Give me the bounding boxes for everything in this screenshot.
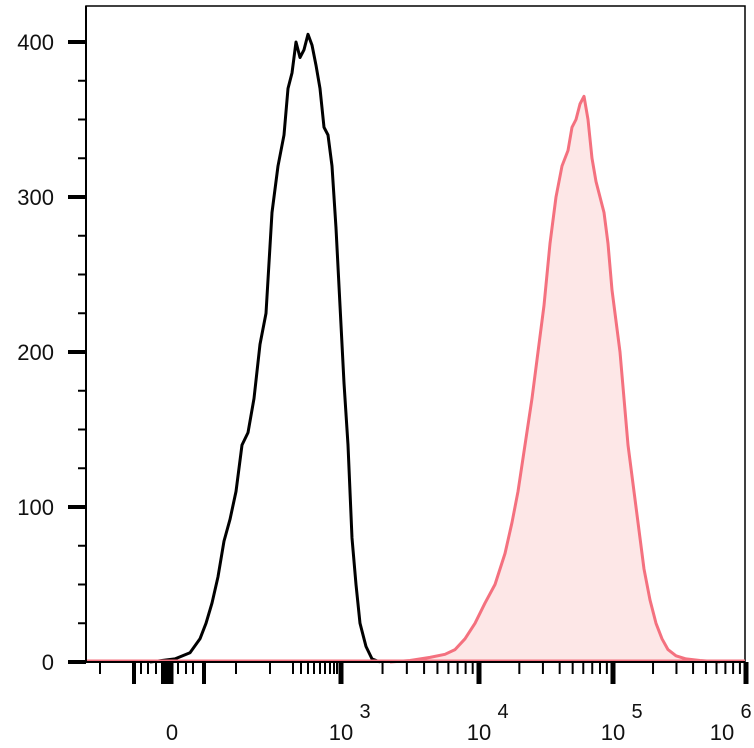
series-1-area [390,96,720,663]
series-0-line [149,32,381,664]
y-tick-label: 300 [17,185,54,210]
x-tick-label: 0 [166,720,178,745]
x-tick-exponent: 4 [497,701,508,723]
x-tick-exponent: 5 [631,701,642,723]
plot-frame [85,5,746,663]
x-tick-exponent: 6 [740,701,751,723]
y-axis: 0 100 200 300 400 [17,6,87,675]
x-axis: 0 10 3 10 4 10 5 10 6 [86,661,752,745]
y-tick-label: 0 [42,650,54,675]
x-tick-label: 10 [329,720,353,745]
x-tick-label: 10 [601,720,625,745]
series-1-line [389,94,721,664]
x-tick-label: 10 [710,720,734,745]
x-tick-label: 10 [467,720,491,745]
y-tick-label: 100 [17,495,54,520]
y-tick-label: 400 [17,30,54,55]
series-layer [86,32,745,664]
y-tick-label: 200 [17,340,54,365]
x-tick-exponent: 3 [359,701,370,723]
